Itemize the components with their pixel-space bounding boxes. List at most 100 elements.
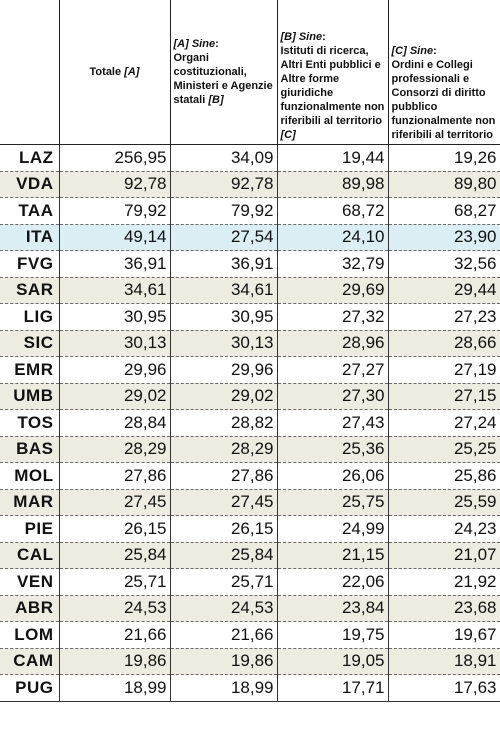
value-sine-a: 27,86 (169, 462, 278, 490)
header-total-tag: [A] (124, 66, 140, 78)
value-sine-c: 19,26 (387, 144, 500, 172)
region-code: ABR (0, 595, 59, 622)
region-code: VEN (0, 568, 59, 596)
value-sine-b: 27,43 (276, 409, 389, 437)
header-sine-b: [B] Sine: Istituti di ricerca, Altri Enti… (276, 0, 388, 145)
header-total: Totale [A] (58, 0, 170, 145)
value-sine-a: 92,78 (169, 171, 278, 198)
value-sine-a: 34,09 (169, 144, 278, 172)
value-sine-c: 27,15 (387, 383, 500, 410)
value-sine-c: 18,91 (387, 648, 500, 675)
value-sine-a: 29,96 (169, 356, 278, 384)
value-total: 27,86 (58, 462, 171, 490)
value-sine-b: 89,98 (276, 171, 389, 198)
value-sine-c: 28,66 (387, 330, 500, 357)
value-sine-b: 17,71 (276, 674, 389, 702)
value-sine-c: 89,80 (387, 171, 500, 198)
value-total: 28,29 (58, 436, 171, 463)
value-sine-b: 25,75 (276, 489, 389, 516)
value-sine-a: 28,82 (169, 409, 278, 437)
value-sine-c: 27,23 (387, 303, 500, 331)
value-sine-b: 21,15 (276, 542, 389, 569)
value-sine-c: 25,59 (387, 489, 500, 516)
value-total: 29,02 (58, 383, 171, 410)
header-sine-c: [C] Sine: Ordini e Collegi professionali … (387, 0, 500, 145)
value-sine-b: 68,72 (276, 197, 389, 225)
region-code: MAR (0, 489, 59, 516)
value-sine-b: 19,05 (276, 648, 389, 675)
value-sine-a: 18,99 (169, 674, 278, 702)
value-total: 18,99 (58, 674, 171, 702)
table-row: UMB 29,02 29,02 27,30 27,15 (0, 383, 500, 410)
value-sine-c: 23,68 (387, 595, 500, 622)
value-sine-c: 17,63 (387, 674, 500, 702)
value-sine-b: 28,96 (276, 330, 389, 357)
table-row: FVG 36,91 36,91 32,79 32,56 (0, 250, 500, 278)
region-code: ITA (0, 224, 59, 251)
region-code: EMR (0, 356, 59, 384)
value-sine-c: 25,86 (387, 462, 500, 490)
table-row: TAA 79,92 79,92 68,72 68,27 (0, 197, 500, 225)
region-code: PIE (0, 515, 59, 543)
value-total: 28,84 (58, 409, 171, 437)
header-row: Totale [A] [A] Sine: Organi costituzional… (0, 0, 500, 145)
table-row: SIC 30,13 30,13 28,96 28,66 (0, 330, 500, 357)
value-total: 25,84 (58, 542, 171, 569)
value-sine-c: 21,92 (387, 568, 500, 596)
header-sine-a: [A] Sine: Organi costituzionali, Minister… (169, 0, 277, 145)
table-row: LOM 21,66 21,66 19,75 19,67 (0, 621, 500, 649)
value-sine-b: 27,32 (276, 303, 389, 331)
value-total: 36,91 (58, 250, 171, 278)
value-sine-c: 25,25 (387, 436, 500, 463)
region-code: LIG (0, 303, 59, 331)
value-total: 21,66 (58, 621, 171, 649)
value-sine-b: 27,30 (276, 383, 389, 410)
value-total: 49,14 (58, 224, 171, 251)
value-sine-c: 32,56 (387, 250, 500, 278)
table-body: LAZ 256,95 34,09 19,44 19,26 VDA 92,78 92,78 89,… (0, 144, 500, 702)
value-sine-c: 23,90 (387, 224, 500, 251)
value-total: 27,45 (58, 489, 171, 516)
region-code: LOM (0, 621, 59, 649)
table-row: EMR 29,96 29,96 27,27 27,19 (0, 356, 500, 384)
value-total: 34,61 (58, 277, 171, 304)
region-code: LAZ (0, 144, 59, 172)
value-sine-b: 32,79 (276, 250, 389, 278)
value-total: 26,15 (58, 515, 171, 543)
table-row: VDA 92,78 92,78 89,98 89,80 (0, 171, 500, 198)
value-sine-c: 29,44 (387, 277, 500, 304)
value-sine-b: 25,36 (276, 436, 389, 463)
value-sine-c: 27,24 (387, 409, 500, 437)
region-code: PUG (0, 674, 59, 702)
value-sine-a: 24,53 (169, 595, 278, 622)
table-row: PUG 18,99 18,99 17,71 17,63 (0, 674, 500, 702)
value-sine-a: 25,84 (169, 542, 278, 569)
table-row: PIE 26,15 26,15 24,99 24,23 (0, 515, 500, 543)
value-sine-a: 21,66 (169, 621, 278, 649)
value-sine-c: 68,27 (387, 197, 500, 225)
region-code: UMB (0, 383, 59, 410)
table-row: ABR 24,53 24,53 23,84 23,68 (0, 595, 500, 622)
value-sine-a: 30,13 (169, 330, 278, 357)
value-total: 92,78 (58, 171, 171, 198)
value-sine-c: 24,23 (387, 515, 500, 543)
value-sine-a: 36,91 (169, 250, 278, 278)
table-row: ITA 49,14 27,54 24,10 23,90 (0, 224, 500, 251)
region-code: MOL (0, 462, 59, 490)
value-sine-a: 27,45 (169, 489, 278, 516)
region-code: CAL (0, 542, 59, 569)
value-sine-a: 26,15 (169, 515, 278, 543)
value-sine-a: 34,61 (169, 277, 278, 304)
region-table: Totale [A] [A] Sine: Organi costituzional… (0, 0, 500, 702)
value-sine-b: 23,84 (276, 595, 389, 622)
table-row: CAM 19,86 19,86 19,05 18,91 (0, 648, 500, 675)
value-sine-b: 26,06 (276, 462, 389, 490)
value-sine-b: 19,44 (276, 144, 389, 172)
table-row: TOS 28,84 28,82 27,43 27,24 (0, 409, 500, 437)
value-total: 79,92 (58, 197, 171, 225)
value-sine-c: 21,07 (387, 542, 500, 569)
value-total: 256,95 (58, 144, 171, 172)
value-sine-b: 24,99 (276, 515, 389, 543)
region-code: VDA (0, 171, 59, 198)
value-sine-a: 28,29 (169, 436, 278, 463)
